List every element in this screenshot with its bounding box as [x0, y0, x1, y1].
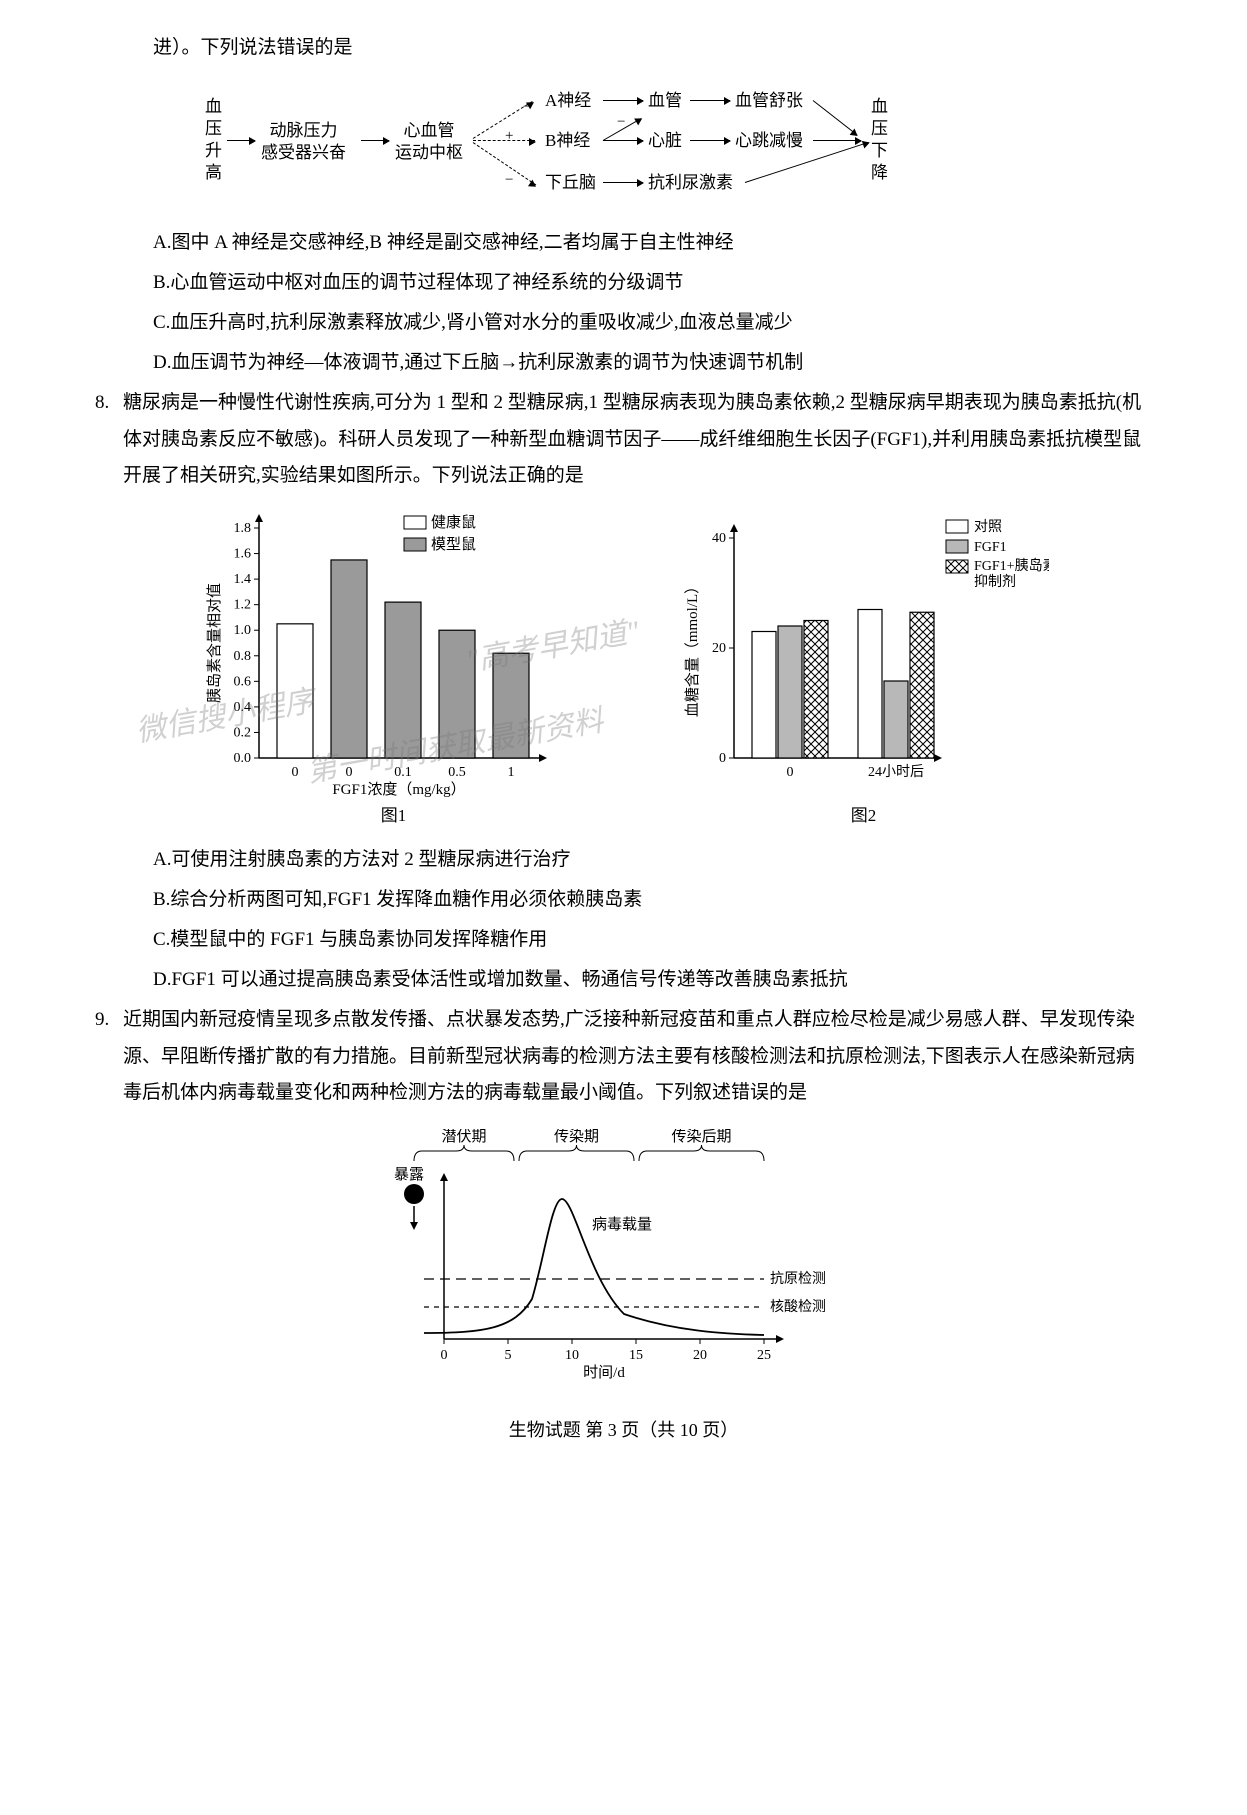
q7-flow-diagram: 血 压 升 高 动脉压力 感受器兴奋 心血管 运动中枢 − + − A神经 B神… [205, 78, 1152, 213]
chart1-svg: 0.0 0.2 0.4 0.6 0.8 1.0 1.2 1.4 1.6 1.8 胰岛素含量相对值 0 0… [199, 508, 589, 798]
svg-text:0: 0 [719, 751, 726, 766]
svg-text:1.6: 1.6 [233, 546, 251, 561]
sign-plus: + [505, 122, 513, 151]
svg-text:FGF1+胰岛素: FGF1+胰岛素 [974, 558, 1049, 574]
svg-text:传染后期: 传染后期 [671, 1129, 731, 1145]
svg-text:胰岛素含量相对值: 胰岛素含量相对值 [206, 583, 223, 703]
svg-text:抗原检测: 抗原检测 [770, 1271, 826, 1287]
flow-heart: 心脏 [648, 130, 682, 152]
svg-text:15: 15 [629, 1348, 643, 1363]
q7-continuation: 进）。下列说法错误的是 [95, 30, 1152, 66]
svg-text:1.0: 1.0 [233, 623, 251, 638]
svg-text:FGF1: FGF1 [974, 540, 1007, 555]
charts-container: 微信搜小程序 "高考早知道" 第一时间获取最新资料 0.00.20.40.60.… [95, 508, 1152, 832]
svg-text:10: 10 [565, 1348, 579, 1363]
flow-adh: 抗利尿激素 [648, 172, 733, 194]
arrow [227, 140, 255, 141]
chart2-caption: 图2 [679, 800, 1049, 832]
virus-svg: 0 5 10 15 20 25 时间/d 抗原检测核酸检测 病毒载量 暴露 潜伏期 传染期 传染后期 [364, 1129, 884, 1379]
q7-option-d: D.血压调节为神经—体液调节,通过下丘脑→抗利尿激素的调节为快速调节机制 [95, 345, 1152, 381]
flow-out: 血 压 下 降 [871, 96, 888, 184]
arrow [690, 140, 730, 141]
svg-text:25: 25 [757, 1348, 771, 1363]
chart2: 0 20 40 血糖含量（mmol/L） 0 24小时后 对照 FGF1 FGF1+胰岛素抑制剂… [679, 508, 1049, 832]
q8-option-a: A.可使用注射胰岛素的方法对 2 型糖尿病进行治疗 [95, 842, 1152, 878]
svg-text:时间/d: 时间/d [583, 1364, 625, 1379]
q8-num: 8. [95, 385, 123, 493]
q8-stem: 糖尿病是一种慢性代谢性疾病,可分为 1 型和 2 型糖尿病,1 型糖尿病表现为胰… [123, 385, 1152, 493]
svg-text:血糖含量（mmol/L）: 血糖含量（mmol/L） [684, 579, 701, 717]
svg-text:1.8: 1.8 [233, 521, 251, 536]
svg-text:暴露: 暴露 [394, 1166, 424, 1183]
svg-text:1.4: 1.4 [233, 572, 251, 587]
svg-text:40: 40 [712, 531, 726, 546]
arrow [473, 140, 535, 141]
svg-text:病毒载量: 病毒载量 [592, 1216, 652, 1233]
arrow [603, 182, 643, 183]
svg-text:0.4: 0.4 [233, 700, 251, 715]
svg-text:0: 0 [440, 1348, 447, 1363]
chart1-caption: 图1 [199, 800, 589, 832]
flow-nerveA: A神经 [545, 90, 591, 112]
svg-text:潜伏期: 潜伏期 [441, 1129, 486, 1145]
chart2-svg: 0 20 40 血糖含量（mmol/L） 0 24小时后 对照 FGF1 FGF1+胰岛素抑制剂 [679, 508, 1049, 798]
svg-text:对照: 对照 [974, 519, 1002, 535]
q8: 8. 糖尿病是一种慢性代谢性疾病,可分为 1 型和 2 型糖尿病,1 型糖尿病表… [95, 385, 1152, 493]
q7-option-c: C.血压升高时,抗利尿激素释放减少,肾小管对水分的重吸收减少,血液总量减少 [95, 305, 1152, 341]
q8-option-d: D.FGF1 可以通过提高胰岛素受体活性或增加数量、畅通信号传递等改善胰岛素抵抗 [95, 962, 1152, 998]
svg-text:0.5: 0.5 [448, 765, 466, 780]
svg-text:FGF1浓度（mg/kg）: FGF1浓度（mg/kg） [332, 781, 465, 798]
q9: 9. 近期国内新冠疫情呈现多点散发传播、点状暴发态势,广泛接种新冠疫苗和重点人群… [95, 1002, 1152, 1110]
arrow [813, 140, 861, 141]
svg-text:0.8: 0.8 [233, 649, 251, 664]
q9-num: 9. [95, 1002, 123, 1110]
sign-minus: − [523, 93, 531, 122]
svg-text:0.1: 0.1 [394, 765, 412, 780]
svg-text:20: 20 [693, 1348, 707, 1363]
svg-text:24小时后: 24小时后 [868, 764, 924, 780]
q7-option-b: B.心血管运动中枢对血压的调节过程体现了神经系统的分级调节 [95, 265, 1152, 301]
svg-text:5: 5 [504, 1348, 511, 1363]
svg-text:传染期: 传染期 [553, 1129, 598, 1145]
arrow [690, 100, 730, 101]
svg-text:0: 0 [786, 765, 793, 780]
sign-minus: − [505, 166, 513, 195]
svg-text:核酸检测: 核酸检测 [770, 1299, 826, 1315]
arrow [603, 140, 643, 141]
arrow [361, 140, 389, 141]
q7-option-a: A.图中 A 神经是交感神经,B 神经是副交感神经,二者均属于自主性神经 [95, 225, 1152, 261]
chart1: 0.0 0.2 0.4 0.6 0.8 1.0 1.2 1.4 1.6 1.8 胰岛素含量相对值 0 0… [199, 508, 589, 832]
sign-minus: − [617, 108, 625, 137]
svg-text:健康鼠: 健康鼠 [431, 514, 476, 531]
svg-text:0.2: 0.2 [233, 725, 251, 740]
q9-stem: 近期国内新冠疫情呈现多点散发传播、点状暴发态势,广泛接种新冠疫苗和重点人群应检尽… [123, 1002, 1152, 1110]
svg-text:模型鼠: 模型鼠 [431, 536, 476, 553]
flow-hypothalamus: 下丘脑 [545, 172, 596, 194]
svg-text:0: 0 [291, 765, 298, 780]
flow-heart-slow: 心跳减慢 [735, 130, 803, 152]
flow-vessel: 血管 [648, 90, 682, 112]
q7-cont-text: 进）。下列说法错误的是 [153, 37, 353, 58]
svg-text:0: 0 [345, 765, 352, 780]
svg-text:0.0: 0.0 [233, 751, 251, 766]
virus-diagram: 0 5 10 15 20 25 时间/d 抗原检测核酸检测 病毒载量 暴露 潜伏期 传染期 传染后期 [95, 1129, 1152, 1379]
svg-text:0.6: 0.6 [233, 674, 251, 689]
flow-start: 血 压 升 高 [205, 96, 222, 184]
svg-text:1.2: 1.2 [233, 597, 251, 612]
svg-text:抑制剂: 抑制剂 [974, 574, 1016, 590]
q8-option-b: B.综合分析两图可知,FGF1 发挥降血糖作用必须依赖胰岛素 [95, 882, 1152, 918]
svg-text:1: 1 [507, 765, 514, 780]
page-footer: 生物试题 第 3 页（共 10 页） [95, 1413, 1152, 1447]
flow-vessel-relax: 血管舒张 [735, 90, 803, 112]
arrow [813, 100, 858, 135]
flow-center: 心血管 运动中枢 [395, 120, 463, 164]
flow-nerveB: B神经 [545, 130, 590, 152]
q8-option-c: C.模型鼠中的 FGF1 与胰岛素协同发挥降糖作用 [95, 922, 1152, 958]
flow-receptor: 动脉压力 感受器兴奋 [261, 120, 346, 164]
arrow [603, 100, 643, 101]
svg-text:20: 20 [712, 641, 726, 656]
